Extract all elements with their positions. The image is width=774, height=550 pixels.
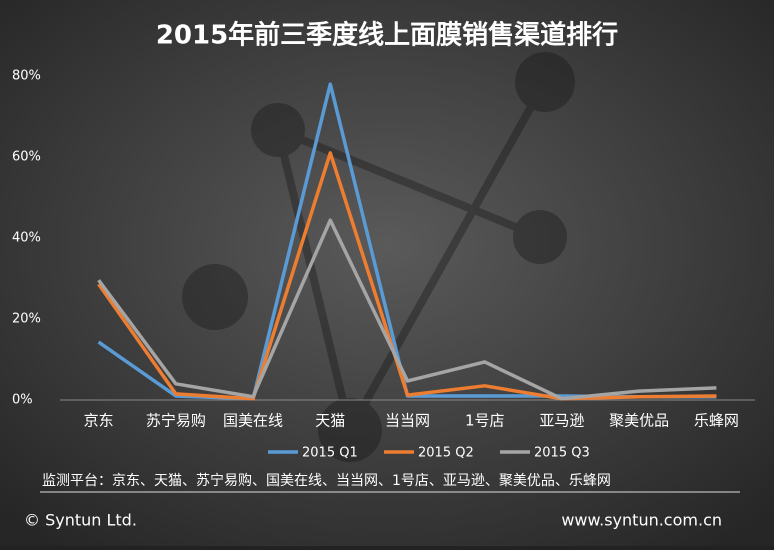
decoration xyxy=(182,52,575,462)
website: www.syntun.com.cn xyxy=(561,511,722,530)
x-tick-label: 1号店 xyxy=(465,412,505,430)
x-tick-label: 乐蜂网 xyxy=(694,412,739,430)
legend-label: 2015 Q2 xyxy=(418,446,474,461)
x-tick-label: 苏宁易购 xyxy=(146,412,206,430)
note: 监测平台：京东、天猫、苏宁易购、国美在线、当当网、1号店、亚马逊、聚美优品、乐蜂… xyxy=(42,472,611,489)
y-tick-label: 0% xyxy=(12,393,33,408)
series-line xyxy=(97,151,717,401)
x-tick-label: 天猫 xyxy=(315,412,345,430)
x-tick-label: 当当网 xyxy=(385,412,430,430)
y-tick-label: 80% xyxy=(12,69,41,84)
x-tick-label: 国美在线 xyxy=(223,412,283,430)
x-tick-label: 亚马逊 xyxy=(539,412,584,430)
series-line xyxy=(97,218,717,401)
x-tick-label: 聚美优品 xyxy=(609,412,669,430)
y-tick-label: 20% xyxy=(12,312,41,327)
y-tick-label: 60% xyxy=(12,150,41,165)
legend-label: 2015 Q1 xyxy=(302,446,358,461)
x-tick-label: 京东 xyxy=(84,412,114,430)
y-tick-label: 40% xyxy=(12,231,41,246)
legend-label: 2015 Q3 xyxy=(534,446,590,461)
chart-title: 2015年前三季度线上面膜销售渠道排行 xyxy=(156,20,618,51)
copyright: © Syntun Ltd. xyxy=(24,511,137,530)
